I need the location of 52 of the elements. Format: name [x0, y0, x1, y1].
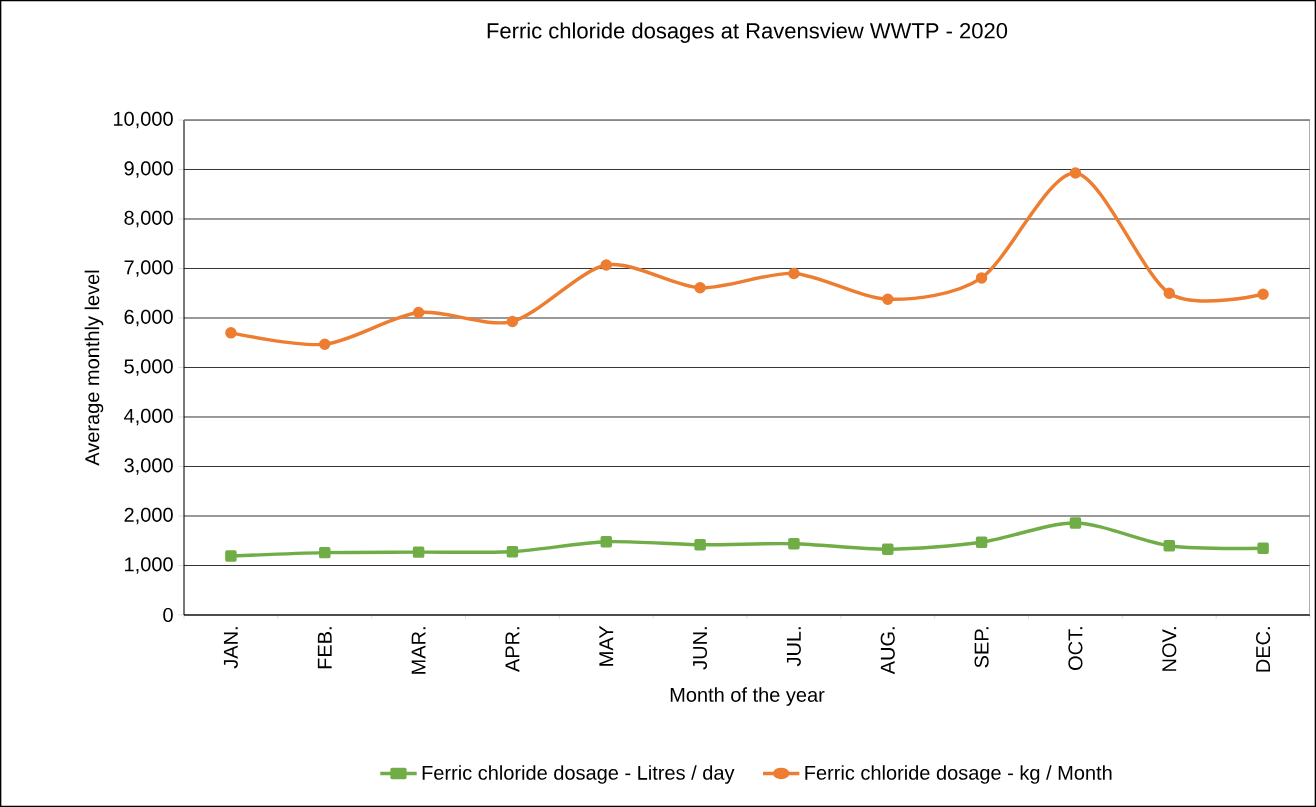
point — [1257, 288, 1269, 300]
point — [319, 546, 331, 559]
y-tick-label: 1,000 — [125, 557, 173, 574]
y-tick-label: 8,000 — [124, 210, 173, 228]
y-tick-label: 0 — [163, 607, 173, 623]
point — [412, 306, 425, 319]
x-tick-label: SEP. — [974, 627, 989, 668]
x-tick-label: OCT. — [1068, 627, 1083, 671]
point — [600, 536, 612, 548]
point — [975, 536, 988, 548]
x-tick-label: FEB. — [317, 627, 332, 669]
x-axis-title: Month of the year — [670, 687, 825, 706]
point — [319, 338, 331, 350]
y-tick-label: 5,000 — [124, 359, 173, 376]
point — [412, 546, 425, 558]
y-tick-label: 3,000 — [124, 458, 173, 475]
point — [600, 259, 612, 271]
x-tick-label: DEC. — [1256, 627, 1271, 672]
chart-title: Ferric chloride dosages at Ravensview WWTP - 2020 — [487, 22, 1008, 43]
x-tick-label: AUG. — [880, 627, 895, 675]
x-tick-label: NOV. — [1162, 627, 1177, 671]
point — [882, 543, 894, 555]
point — [1257, 542, 1269, 554]
point — [1069, 517, 1082, 529]
legend-label: Ferric chloride dosage - Litres / day — [422, 765, 735, 784]
x-tick-label: JUL. — [786, 627, 801, 667]
point — [506, 545, 519, 558]
point — [882, 293, 894, 305]
y-tick-label: 6,000 — [124, 309, 173, 327]
point — [506, 315, 519, 328]
y-tick-label: 7,000 — [124, 260, 173, 277]
y-axis-title: Average monthly level — [84, 270, 104, 466]
point — [788, 267, 800, 280]
x-tick-label: MAR. — [411, 627, 426, 674]
y-tick-label: 10,000 — [113, 111, 173, 129]
point — [975, 272, 988, 284]
y-tick-label: 9,000 — [124, 161, 173, 178]
point — [225, 550, 237, 562]
point — [788, 537, 800, 550]
point — [694, 538, 706, 551]
x-tick-label: JAN. — [223, 627, 238, 669]
point — [1163, 287, 1175, 299]
y-tick-label: 4,000 — [124, 408, 173, 426]
point — [1069, 167, 1082, 179]
x-tick-label: APR. — [505, 627, 520, 673]
x-tick-label: MAY — [599, 625, 614, 666]
y-tick-label: 2,000 — [124, 507, 173, 525]
point — [1163, 539, 1175, 552]
point — [694, 282, 706, 294]
x-tick-label: JUN. — [693, 627, 708, 670]
point — [225, 327, 237, 339]
legend-label: Ferric chloride dosage - kg / Month — [805, 765, 1112, 784]
